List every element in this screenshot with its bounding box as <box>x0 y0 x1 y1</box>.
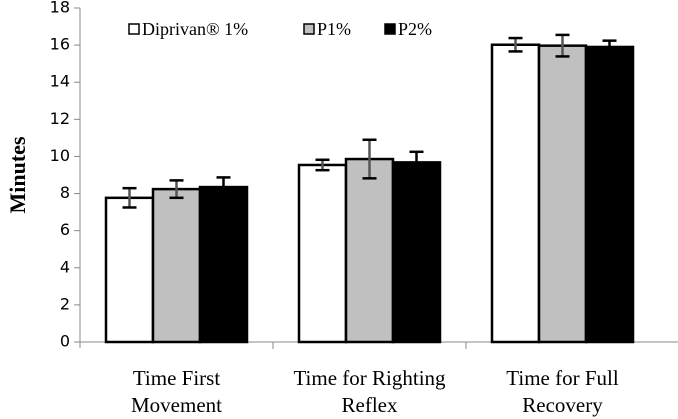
bars <box>104 43 635 344</box>
bar <box>198 185 249 344</box>
bar <box>490 43 541 344</box>
bar <box>391 161 442 344</box>
legend-label: P1% <box>317 19 351 39</box>
bar <box>584 45 635 344</box>
y-tick-label: 10 <box>50 146 70 165</box>
legend-swatch <box>128 23 140 35</box>
y-tick-label: 2 <box>60 294 70 313</box>
y-tick-label: 6 <box>60 220 70 239</box>
y-tick-label: 14 <box>50 72 70 91</box>
bar <box>537 44 588 344</box>
bar <box>104 196 155 344</box>
legend-swatch <box>303 23 315 35</box>
error-bars <box>122 33 617 209</box>
x-category-label: Recovery <box>522 393 603 417</box>
legend-label: Diprivan® 1% <box>142 19 248 39</box>
y-axis: 0 2 4 6 8 10 12 14 16 18 <box>50 0 81 351</box>
x-category-label: Reflex <box>342 393 398 417</box>
x-category-label: Movement <box>131 393 222 417</box>
bar <box>297 163 348 344</box>
legend: Diprivan® 1% P1% P2% <box>128 19 432 39</box>
y-tick-label: 18 <box>50 0 70 17</box>
legend-label: P2% <box>398 19 432 39</box>
x-category-label: Time First <box>133 366 221 390</box>
x-category-label: Time for Righting <box>293 366 446 390</box>
y-tick-label: 0 <box>60 332 70 351</box>
bar <box>151 187 202 344</box>
y-axis-label: Minutes <box>5 136 30 213</box>
y-tick-label: 8 <box>60 183 70 202</box>
legend-swatch <box>384 23 396 35</box>
y-tick-label: 16 <box>50 35 70 54</box>
x-category-label: Time for Full <box>506 366 619 390</box>
x-axis: Time First Movement Time for Righting Refle… <box>80 341 678 417</box>
y-tick-label: 4 <box>60 257 70 276</box>
bar <box>344 157 395 344</box>
y-tick-label: 12 <box>50 109 70 128</box>
